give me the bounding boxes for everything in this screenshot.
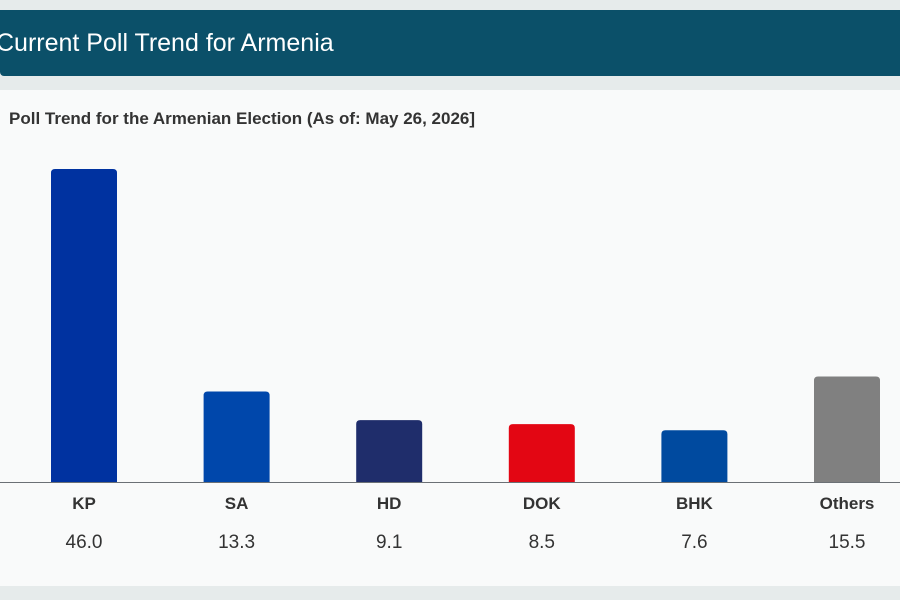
value-label: 46.0: [66, 532, 103, 553]
value-label: 7.6: [681, 532, 707, 553]
bar-chart: KP 46.0 SA 13.3 HD 9.1 DOK 8.5 BHK 7.6 Others 15.5: [0, 169, 900, 553]
bar-bhk: [661, 430, 728, 482]
category-label: BHK: [676, 494, 714, 513]
bar-hd: [356, 420, 423, 482]
chart-title: Poll Trend for the Armenian Election (As…: [9, 109, 476, 128]
bar-others: [814, 376, 880, 482]
value-label: 13.3: [218, 532, 255, 553]
value-label: 8.5: [529, 532, 555, 553]
chart-card: KP 46.0 SA 13.3 HD 9.1 DOK 8.5 BHK 7.6 Others 15.5 …: [0, 90, 900, 586]
bar-dok: [508, 424, 575, 482]
category-label: KP: [72, 494, 96, 513]
category-label: SA: [225, 494, 249, 513]
category-label: HD: [377, 494, 402, 513]
page-title: Current Poll Trend for Armenia: [0, 29, 334, 57]
category-label: DOK: [523, 494, 562, 513]
header-bar: Current Poll Trend for Armenia: [0, 10, 900, 76]
category-label: Others: [820, 494, 875, 513]
value-label: 9.1: [376, 532, 402, 553]
bar-kp: [51, 169, 117, 482]
bar-sa: [203, 391, 270, 482]
value-label: 15.5: [829, 532, 866, 553]
